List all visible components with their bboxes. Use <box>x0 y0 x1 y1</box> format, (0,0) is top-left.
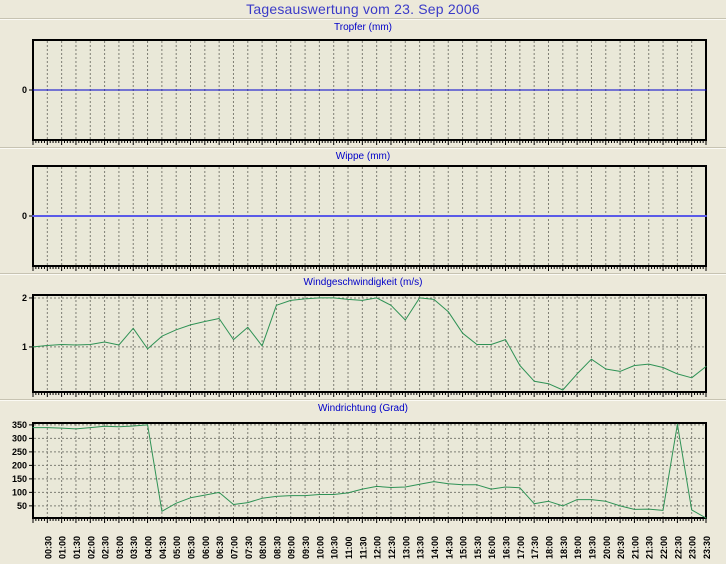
separator-line <box>0 273 726 275</box>
time-label: 10:30 <box>330 536 340 559</box>
time-label: 13:30 <box>416 536 426 559</box>
time-label: 03:30 <box>129 536 139 559</box>
tropfer-chart: 0 <box>22 39 707 145</box>
time-label: 01:00 <box>58 536 68 559</box>
time-label: 15:00 <box>459 536 469 559</box>
time-label: 16:00 <box>487 536 497 559</box>
time-label: 20:30 <box>616 536 626 559</box>
time-label: 10:00 <box>315 536 325 559</box>
separator-line <box>0 147 726 149</box>
panel-title-wind-direction: Windrichtung (Grad) <box>317 403 409 414</box>
panel-title-wippe: Wippe (mm) <box>335 151 391 162</box>
time-label: 04:00 <box>144 536 154 559</box>
time-label: 18:30 <box>559 536 569 559</box>
time-label: 08:30 <box>272 536 282 559</box>
wippe-chart: 0 <box>22 165 707 271</box>
time-label: 08:00 <box>258 536 268 559</box>
time-label: 14:00 <box>430 536 440 559</box>
time-label: 23:00 <box>688 536 698 559</box>
windrichtung-series-line <box>32 423 707 519</box>
time-label: 09:30 <box>301 536 311 559</box>
time-label: 23:30 <box>702 536 712 559</box>
y-axis-label: 2 <box>22 293 27 303</box>
y-axis-label: 300 <box>12 433 27 443</box>
time-label: 06:00 <box>201 536 211 559</box>
time-label: 21:30 <box>645 536 655 559</box>
wind-speed-chart: 12 <box>22 293 707 397</box>
time-label: 15:30 <box>473 536 483 559</box>
separator-line <box>0 18 726 20</box>
time-label: 17:00 <box>516 536 526 559</box>
time-label: 16:30 <box>502 536 512 559</box>
time-label: 02:00 <box>86 536 96 559</box>
time-label: 05:00 <box>172 536 182 559</box>
plot-area <box>32 294 707 393</box>
time-label: 17:30 <box>530 536 540 559</box>
time-label: 14:30 <box>444 536 454 559</box>
time-label: 18:00 <box>544 536 554 559</box>
time-axis: 00:30 01:00 01:30 02:00 02:30 03:00 03:30 04:00… <box>43 536 712 559</box>
panel-title-wind-speed: Windgeschwindigkeit (m/s) <box>303 277 423 288</box>
y-axis-label: 0 <box>22 211 27 221</box>
y-axis-label: 350 <box>12 420 27 430</box>
time-label: 20:00 <box>602 536 612 559</box>
y-axis-label: 150 <box>12 474 27 484</box>
time-label: 22:00 <box>659 536 669 559</box>
plot-area <box>32 422 707 519</box>
y-axis-label: 200 <box>12 460 27 470</box>
time-label: 09:00 <box>287 536 297 559</box>
time-label: 02:30 <box>101 536 111 559</box>
time-label: 21:00 <box>630 536 640 559</box>
time-label: 11:30 <box>358 536 368 559</box>
time-label: 07:30 <box>244 536 254 559</box>
time-label: 05:30 <box>187 536 197 559</box>
wind-direction-chart: 50 100 150 200 250 300 350 <box>12 420 707 523</box>
time-label: 22:30 <box>673 536 683 559</box>
y-axis-label: 1 <box>22 342 27 352</box>
time-label: 11:00 <box>344 536 354 559</box>
y-axis-label: 250 <box>12 447 27 457</box>
separator-line <box>0 399 726 401</box>
windgeschwindigkeit-series-line <box>32 297 707 391</box>
panel-title-tropfer: Tropfer (mm) <box>334 22 392 33</box>
time-label: 12:30 <box>387 536 397 559</box>
time-label: 19:30 <box>587 536 597 559</box>
y-axis-label: 100 <box>12 487 27 497</box>
y-axis-label: 0 <box>22 85 27 95</box>
time-label: 06:30 <box>215 536 225 559</box>
time-label: 13:00 <box>401 536 411 559</box>
time-label: 03:00 <box>115 536 125 559</box>
y-axis-label: 50 <box>17 501 27 511</box>
time-label: 01:30 <box>72 536 82 559</box>
page-title: Tagesauswertung vom 23. Sep 2006 <box>246 1 480 17</box>
time-label: 19:00 <box>573 536 583 559</box>
time-label: 00:30 <box>43 536 53 559</box>
time-label: 12:00 <box>373 536 383 559</box>
time-label: 07:00 <box>229 536 239 559</box>
time-label: 04:30 <box>158 536 168 559</box>
